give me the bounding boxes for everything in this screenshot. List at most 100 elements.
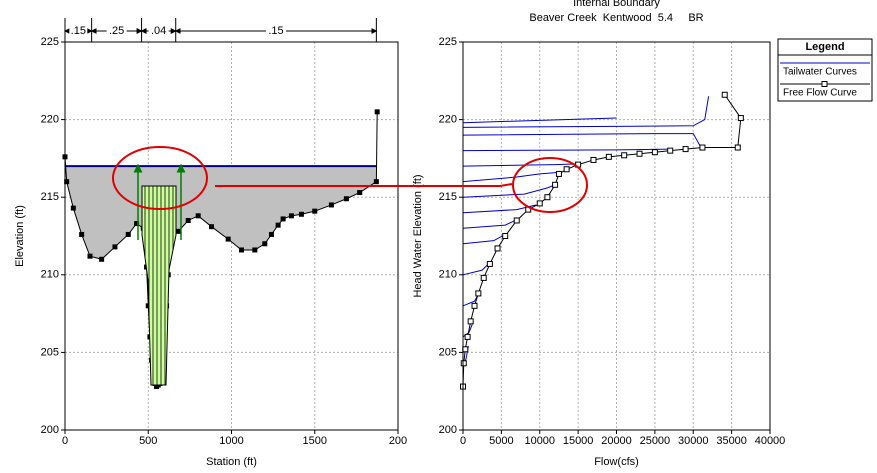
ground-point: [112, 244, 118, 250]
y-tick-label: 210: [41, 269, 59, 281]
y-tick-label: 200: [439, 424, 457, 436]
cross-section-chart: 200 205 210 215 220 225 0 500 1000 1500 200 Station…: [14, 18, 407, 468]
free-flow-point: [464, 333, 471, 340]
ground-point: [70, 205, 76, 211]
tailwater-curve: [462, 184, 556, 198]
ground-point: [298, 211, 304, 217]
n-value-label: .15: [71, 25, 86, 37]
free-flow-point: [513, 217, 520, 224]
x-axis-title: Station (ft): [206, 456, 257, 468]
x-tick-label: 25000: [640, 435, 671, 447]
y-tick-label: 215: [439, 191, 457, 203]
n-label-bg: [69, 25, 88, 37]
ground-point: [374, 109, 380, 115]
free-flow-point: [502, 233, 509, 239]
free-flow-point: [460, 360, 467, 367]
ground-point: [373, 179, 379, 185]
x-tick-label: 10000: [524, 435, 555, 447]
ground-point: [280, 216, 286, 222]
ground-point: [64, 179, 70, 185]
ground-point: [262, 241, 268, 247]
free-flow-point: [555, 170, 562, 177]
ground-point: [238, 247, 244, 253]
y-tick-label: 220: [41, 114, 59, 126]
x-tick-label: 30000: [678, 435, 709, 447]
free-flow-point: [734, 144, 741, 151]
y-axis-title: Elevation (ft): [14, 205, 26, 267]
free-flow-point: [682, 146, 689, 153]
chart-title: Internal Boundary: [573, 0, 660, 9]
ground-point: [195, 213, 201, 219]
legend: Legend Tailwater Curves Free Flow Curve: [777, 38, 873, 102]
n-label-bg: [107, 25, 126, 37]
ground-point: [185, 217, 191, 223]
x-tick-label: 40000: [755, 435, 786, 447]
x-tick-label: 0: [62, 435, 68, 447]
chart-subtitle: Beaver Creek Kentwood 5.4 BR: [529, 12, 703, 24]
free-flow-point: [552, 181, 559, 188]
x-tick-label: 35000: [716, 435, 747, 447]
ground-point: [209, 224, 215, 230]
ground-point: [87, 253, 93, 259]
ground-point: [357, 190, 363, 196]
tailwater-curve: [462, 163, 579, 167]
x-tick-label: 5000: [489, 435, 513, 447]
ground-point: [343, 196, 349, 202]
free-flow-point: [467, 318, 474, 325]
legend-marker: [821, 81, 828, 87]
x-tick-label: 0: [460, 435, 466, 447]
free-flow-point: [667, 147, 674, 154]
x-tick-label: 15000: [563, 435, 594, 447]
bridge-opening: [141, 185, 177, 386]
ground-point: [134, 221, 140, 227]
x-tick-label: 1000: [219, 435, 243, 447]
legend-label: Tailwater Curves: [783, 67, 857, 78]
connector-line: [215, 183, 513, 187]
n-label-bg: [267, 25, 286, 37]
ground-point: [225, 236, 231, 242]
free-flow-point: [544, 194, 551, 201]
ground-point: [328, 202, 334, 208]
free-flow-point: [590, 156, 597, 163]
free-flow-point: [636, 150, 643, 157]
tailwater-curve: [462, 171, 559, 183]
x-tick-label: 20000: [601, 435, 632, 447]
free-flow-point: [651, 149, 658, 156]
annotations: [112, 146, 588, 386]
y-tick-label: 225: [41, 36, 59, 48]
y-tick-label: 205: [439, 346, 457, 358]
free-flow-point: [563, 166, 570, 173]
legend-title: Legend: [805, 41, 844, 53]
free-flow-point: [536, 200, 543, 207]
free-flow-point: [471, 302, 478, 309]
free-flow-point: [721, 91, 728, 98]
ground-point: [125, 231, 131, 237]
y-tick-label: 210: [439, 269, 457, 281]
x-tick-label: 1500: [303, 435, 327, 447]
ground-point: [275, 222, 281, 228]
ground-point: [175, 228, 181, 234]
ground-point: [252, 247, 258, 253]
x-axis-title: Flow(cfs): [594, 456, 639, 468]
tailwater-curve: [462, 96, 710, 128]
free-flow-point: [486, 260, 493, 267]
legend-box: [777, 38, 873, 102]
legend-label: Free Flow Curve: [783, 88, 857, 99]
x-tick-label: 500: [139, 435, 157, 447]
free-flow-point: [480, 274, 487, 281]
n-value-label: .15: [268, 25, 283, 37]
free-flow-point: [737, 115, 744, 122]
rating-curve-chart: 200 205 210 215 220 225 0 5000 10000 15000 20000 25…: [412, 0, 785, 468]
ground-point: [288, 213, 294, 219]
y-tick-label: 205: [41, 346, 59, 358]
free-flow-point: [699, 144, 706, 151]
y-tick-label: 225: [439, 36, 457, 48]
y-axis-title: Head Water Elevation (ft): [412, 174, 424, 297]
n-value-label: .04: [151, 25, 166, 37]
free-flow-point: [494, 245, 501, 252]
tailwater-curve: [462, 117, 617, 124]
free-flow-point: [475, 290, 482, 297]
y-tick-label: 200: [41, 424, 59, 436]
